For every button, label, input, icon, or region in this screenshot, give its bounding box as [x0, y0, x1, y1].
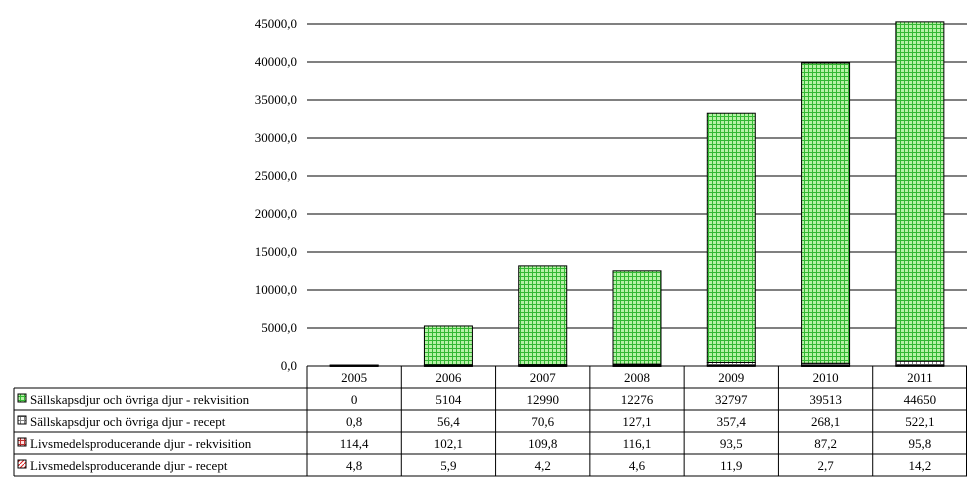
legend-label: Sällskapsdjur och övriga djur - rekvisit… — [30, 392, 250, 407]
data-label: 5,9 — [440, 458, 456, 473]
data-label: 4,6 — [629, 458, 646, 473]
bar-2011-series-1 — [895, 21, 945, 362]
data-label: 32797 — [715, 392, 748, 407]
bars — [329, 21, 945, 367]
data-label: 4,8 — [346, 458, 362, 473]
data-label: 4,2 — [535, 458, 551, 473]
gridlines — [307, 23, 967, 329]
legend-swatch — [17, 393, 27, 403]
data-label: 56,4 — [437, 414, 460, 429]
legend-swatch — [17, 415, 27, 425]
data-label: 14,2 — [908, 458, 931, 473]
y-tick-label: 5000,0 — [261, 320, 297, 335]
data-label: 44650 — [904, 392, 937, 407]
y-axis-tick-labels: 0,0 5000,0 10000,0 15000,0 20000,0 25000,0 300… — [255, 16, 297, 373]
x-tick-label: 2009 — [718, 370, 744, 385]
bar-2009-series-1 — [706, 112, 756, 363]
data-label: 70,6 — [531, 414, 554, 429]
y-tick-label: 30000,0 — [255, 130, 297, 145]
legend-label: Livsmedelsproducerande djur - rekvisitio… — [30, 436, 252, 451]
data-label: 116,1 — [623, 436, 652, 451]
x-tick-label: 2011 — [907, 370, 933, 385]
data-label: 0 — [351, 392, 358, 407]
data-table: 2005 2006 2007 2008 2009 2010 2011 Sällskapsdju… — [13, 365, 967, 477]
bar-2007-series-1 — [518, 265, 568, 366]
y-tick-label: 15000,0 — [255, 244, 297, 259]
bar-2011-series-2 — [895, 360, 945, 366]
data-label: 2,7 — [817, 458, 834, 473]
data-label: 268,1 — [811, 414, 840, 429]
data-label: 102,1 — [434, 436, 463, 451]
data-label: 12276 — [621, 392, 654, 407]
data-label: 0,8 — [346, 414, 362, 429]
data-label: 109,8 — [528, 436, 557, 451]
bar-2006-series-1 — [423, 325, 473, 366]
data-label: 95,8 — [908, 436, 931, 451]
y-tick-label: 10000,0 — [255, 282, 297, 297]
data-label: 39513 — [809, 392, 842, 407]
data-label: 93,5 — [720, 436, 743, 451]
x-tick-label: 2008 — [624, 370, 650, 385]
bar-2008-series-1 — [612, 270, 662, 365]
x-tick-label: 2006 — [435, 370, 462, 385]
legend-swatch — [17, 459, 27, 469]
data-label: 87,2 — [814, 436, 837, 451]
y-tick-label: 0,0 — [281, 358, 297, 373]
data-label: 114,4 — [340, 436, 369, 451]
y-tick-label: 25000,0 — [255, 168, 297, 183]
bar-2010-series-1 — [801, 62, 851, 364]
y-tick-label: 35000,0 — [255, 92, 297, 107]
data-label: 522,1 — [905, 414, 934, 429]
y-tick-label: 45000,0 — [255, 16, 297, 31]
x-tick-label: 2005 — [341, 370, 367, 385]
data-label: 127,1 — [622, 414, 651, 429]
x-tick-label: 2007 — [530, 370, 557, 385]
legend-label: Livsmedelsproducerande djur - recept — [30, 458, 228, 473]
legend-swatch — [17, 437, 27, 447]
y-tick-label: 40000,0 — [255, 54, 297, 69]
data-label: 11,9 — [720, 458, 742, 473]
data-label: 5104 — [435, 392, 462, 407]
y-tick-label: 20000,0 — [255, 206, 297, 221]
data-label: 357,4 — [717, 414, 747, 429]
data-label: 12990 — [526, 392, 559, 407]
legend-label: Sällskapsdjur och övriga djur - recept — [30, 414, 226, 429]
x-tick-label: 2010 — [813, 370, 839, 385]
